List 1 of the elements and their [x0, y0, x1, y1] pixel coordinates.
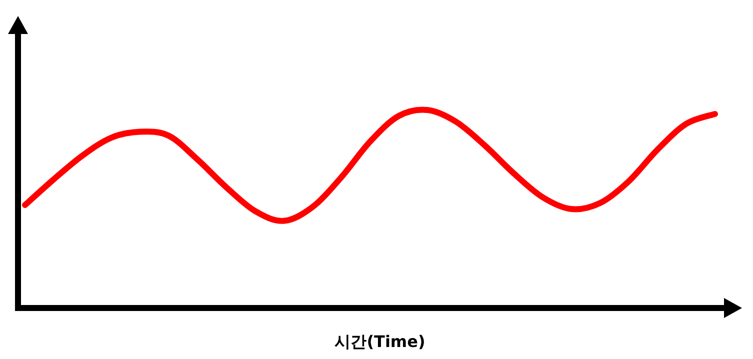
x-axis-title: 시간(Time) — [334, 332, 426, 351]
